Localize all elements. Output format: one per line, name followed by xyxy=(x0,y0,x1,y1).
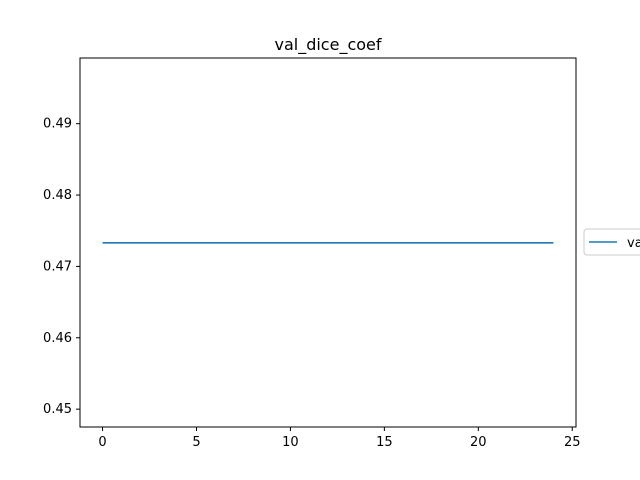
y-tick-label: 0.45 xyxy=(43,402,72,417)
chart-title: val_dice_coef xyxy=(274,35,381,55)
x-tick-label: 25 xyxy=(564,435,581,450)
y-tick-label: 0.48 xyxy=(43,188,72,203)
y-tick-label: 0.47 xyxy=(43,259,72,274)
x-tick-label: 20 xyxy=(470,435,487,450)
legend: va xyxy=(583,228,640,256)
x-tick-label: 5 xyxy=(192,435,200,450)
y-tick-label: 0.46 xyxy=(43,331,72,346)
x-tick-label: 10 xyxy=(282,435,299,450)
legend-label: va xyxy=(627,236,640,251)
plot-frame xyxy=(79,57,577,428)
x-tick-label: 15 xyxy=(376,435,393,450)
axis-ticks: 0 5 10 15 20 25 0.45 0.46 0.47 0.48 0.49 xyxy=(43,117,580,450)
x-tick-label: 0 xyxy=(98,435,106,450)
y-tick-label: 0.49 xyxy=(43,117,72,132)
